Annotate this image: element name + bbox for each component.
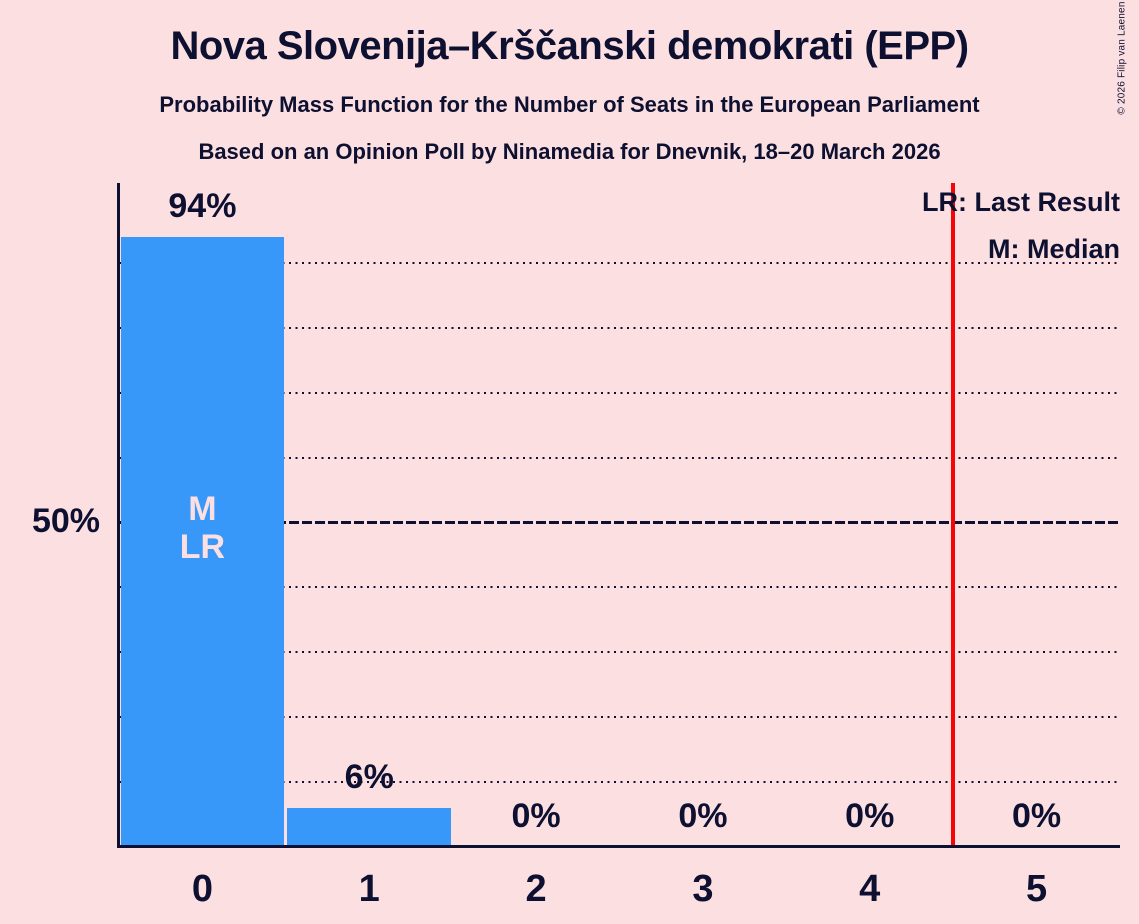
bar-seat-0 <box>120 236 285 847</box>
chart-subtitle-poll: Based on an Opinion Poll by Ninamedia fo… <box>198 139 941 164</box>
x-tick-0: 0 <box>191 868 213 910</box>
chart-subtitle-pmf: Probability Mass Function for the Number… <box>159 92 980 117</box>
value-label-seat-3: 0% <box>678 797 728 835</box>
last-result-marker: LR <box>179 528 226 566</box>
y-axis-50pct-label: 50% <box>31 502 100 540</box>
copyright-text: © 2026 Filip van Laenen <box>1116 1 1128 115</box>
value-label-seat-1: 6% <box>344 758 394 797</box>
gridline-50pct <box>120 521 1120 524</box>
legend-median: M: Median <box>988 234 1120 264</box>
bar-seat-1 <box>287 808 452 847</box>
gridline-30pct <box>120 651 1120 654</box>
value-label-seat-4: 0% <box>845 797 895 835</box>
x-tick-2: 2 <box>525 868 547 910</box>
last-result-line <box>951 183 956 847</box>
gridline-40pct <box>120 586 1120 589</box>
y-axis-line <box>117 183 120 848</box>
x-axis-tick-labels: 0 1 2 3 4 5 <box>119 867 1120 911</box>
x-tick-4: 4 <box>859 868 881 910</box>
legend-last-result: LR: Last Result <box>921 187 1120 217</box>
gridline-60pct <box>120 456 1120 459</box>
x-tick-5: 5 <box>1025 868 1048 910</box>
plot-area: M LR 94% 6% 0% 0% 0% 0% <box>117 183 1120 848</box>
gridline-70pct <box>120 391 1120 394</box>
gridline-90pct <box>120 261 1120 264</box>
value-label-seat-5: 0% <box>1012 797 1062 835</box>
x-tick-1: 1 <box>358 868 380 910</box>
gridline-10pct <box>120 781 1120 784</box>
median-lastresult-annotation: M LR <box>119 490 286 566</box>
median-marker: M <box>188 490 217 528</box>
x-axis-line <box>117 845 1120 848</box>
gridline-20pct <box>120 716 1120 719</box>
gridline-80pct <box>120 326 1120 329</box>
chart-title: Nova Slovenija–Krščanski demokrati (EPP) <box>170 24 969 68</box>
value-label-seat-0: 94% <box>168 186 237 225</box>
value-label-seat-2: 0% <box>511 797 561 835</box>
x-tick-3: 3 <box>692 868 714 910</box>
